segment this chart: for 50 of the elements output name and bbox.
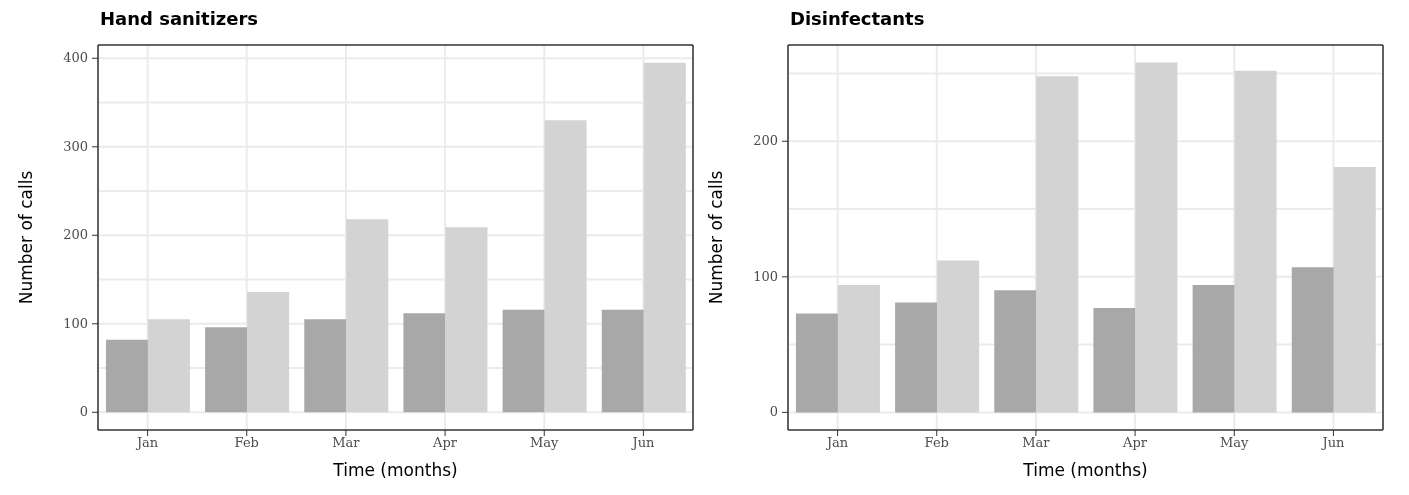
y-axis-title: Number of calls — [16, 170, 37, 305]
y-tick-label: 100 — [753, 268, 778, 284]
bar — [937, 260, 980, 413]
bar — [1234, 70, 1277, 413]
x-tick-label: Mar — [1022, 435, 1051, 451]
bar — [147, 319, 190, 413]
x-tick-label: Jun — [1320, 435, 1346, 451]
bar — [346, 219, 389, 413]
bar — [1036, 76, 1079, 413]
bar — [1135, 62, 1178, 413]
x-axis-title: Time (months) — [1022, 460, 1148, 480]
x-tick-label: Apr — [1122, 435, 1148, 451]
x-tick-label: Jan — [824, 435, 849, 451]
chart-title: Disinfectants — [790, 8, 926, 31]
bar — [643, 62, 686, 413]
bar — [205, 327, 248, 413]
x-tick-label: May — [530, 435, 560, 451]
y-tick-label: 400 — [63, 50, 88, 66]
chart-title: Hand sanitizers — [100, 8, 260, 31]
x-tick-label: Feb — [924, 435, 949, 451]
y-tick-label: 200 — [753, 133, 778, 149]
bar — [403, 313, 446, 413]
x-tick-label: Feb — [234, 435, 259, 451]
bar — [502, 309, 545, 413]
y-tick-label: 0 — [769, 404, 778, 420]
bar — [994, 290, 1037, 413]
bar — [1192, 284, 1235, 413]
bar — [1333, 167, 1376, 413]
bar — [895, 302, 938, 413]
bar — [795, 313, 838, 413]
x-tick-label: Jan — [134, 435, 159, 451]
bar — [837, 284, 880, 413]
y-tick-label: 100 — [63, 315, 88, 331]
bar — [105, 339, 148, 413]
y-tick-label: 300 — [63, 138, 88, 154]
bar — [1291, 267, 1334, 413]
x-tick-label: Apr — [432, 435, 458, 451]
bar — [544, 120, 587, 413]
bar — [1093, 307, 1136, 413]
y-axis-title: Number of calls — [706, 170, 727, 305]
y-tick-label: 0 — [79, 404, 88, 420]
y-tick-label: 200 — [63, 227, 88, 243]
bar — [304, 319, 347, 413]
bar — [601, 309, 644, 413]
x-tick-label: Jun — [630, 435, 656, 451]
bar — [445, 227, 488, 413]
x-tick-label: Mar — [332, 435, 361, 451]
bar — [247, 291, 290, 413]
x-tick-label: May — [1220, 435, 1250, 451]
x-axis-title: Time (months) — [332, 460, 458, 480]
